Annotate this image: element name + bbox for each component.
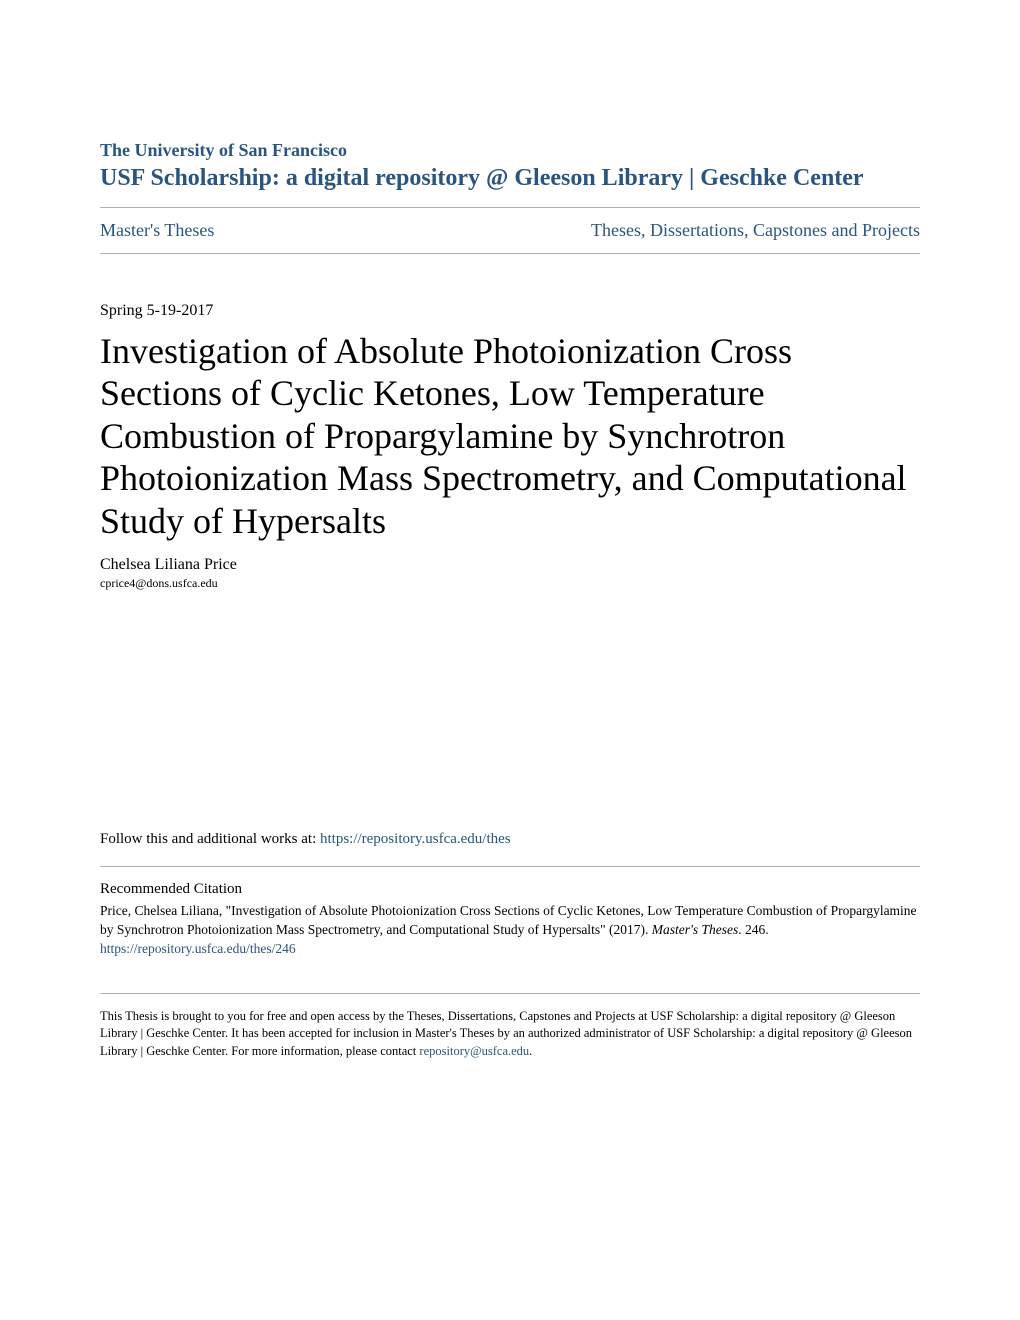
footer-text: This Thesis is brought to you for free a… xyxy=(100,1008,920,1061)
follow-url-link[interactable]: https://repository.usfca.edu/thes xyxy=(320,831,511,847)
follow-line: Follow this and additional works at: htt… xyxy=(100,831,920,848)
citation-italic: Master's Theses xyxy=(652,922,739,937)
citation-url-link[interactable]: https://repository.usfca.edu/thes/246 xyxy=(100,941,920,957)
citation-part1: Price, Chelsea Liliana, "Investigation o… xyxy=(100,903,917,936)
citation-part2: . 246. xyxy=(738,922,768,937)
nav-link-left[interactable]: Master's Theses xyxy=(100,220,214,241)
author-name: Chelsea Liliana Price xyxy=(100,556,920,574)
divider-nav xyxy=(100,253,920,254)
divider-citation-top xyxy=(100,866,920,867)
repository-name[interactable]: USF Scholarship: a digital repository @ … xyxy=(100,163,920,193)
nav-link-right[interactable]: Theses, Dissertations, Capstones and Pro… xyxy=(591,220,920,241)
divider-footer-top xyxy=(100,993,920,994)
institution-name: The University of San Francisco xyxy=(100,140,920,161)
author-email: cprice4@dons.usfca.edu xyxy=(100,576,920,591)
citation-heading: Recommended Citation xyxy=(100,881,920,898)
document-date: Spring 5-19-2017 xyxy=(100,302,920,320)
nav-row: Master's Theses Theses, Dissertations, C… xyxy=(100,208,920,253)
footer-part2: . xyxy=(529,1044,532,1058)
follow-prefix: Follow this and additional works at: xyxy=(100,831,320,847)
document-title: Investigation of Absolute Photoionizatio… xyxy=(100,330,920,542)
citation-text: Price, Chelsea Liliana, "Investigation o… xyxy=(100,902,920,938)
footer-contact-link[interactable]: repository@usfca.edu xyxy=(419,1044,529,1058)
